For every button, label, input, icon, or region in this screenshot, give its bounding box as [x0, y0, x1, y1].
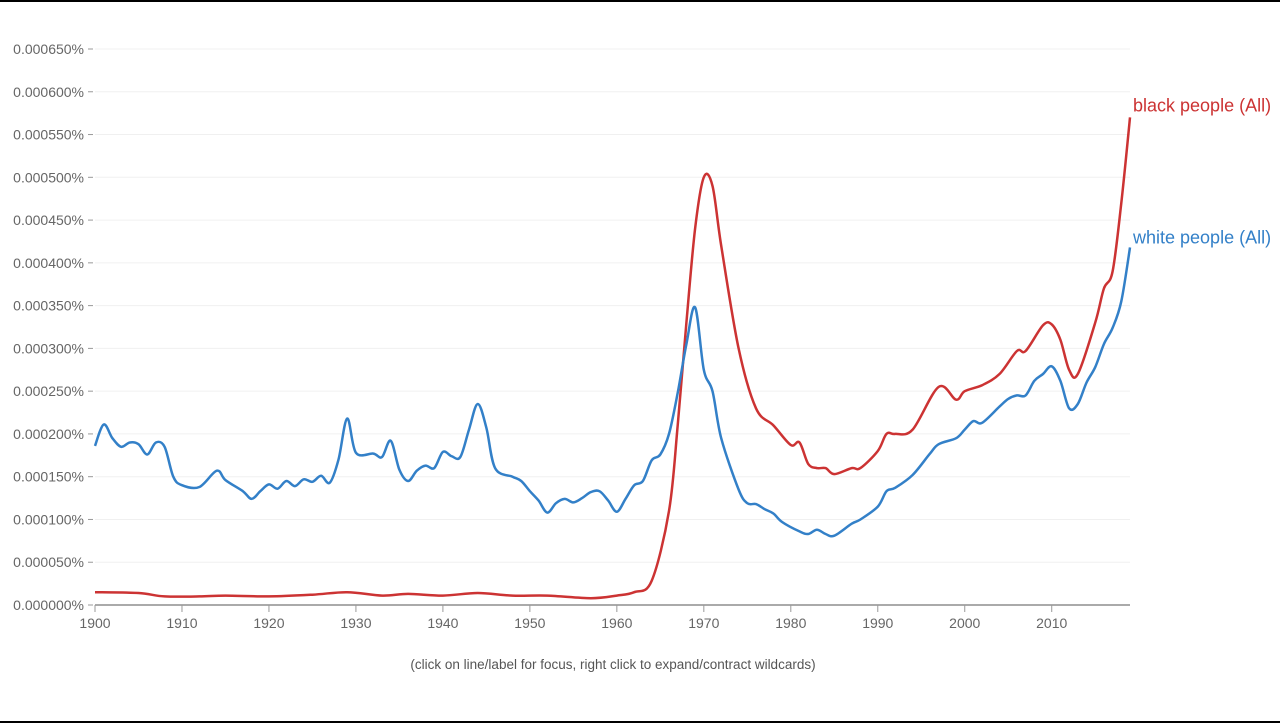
x-tick-label: 1920 — [253, 615, 284, 631]
series-label-black[interactable]: black people (All) — [1133, 95, 1271, 115]
series-labels[interactable]: black people (All) white people (All) — [1132, 95, 1271, 247]
y-tick-label: 0.000350% — [13, 298, 84, 314]
y-tick-label: 0.000300% — [13, 340, 84, 356]
series-label-white[interactable]: white people (All) — [1132, 227, 1271, 247]
y-tick-label: 0.000600% — [13, 84, 84, 100]
y-tick-label: 0.000550% — [13, 127, 84, 143]
x-tick-label: 2000 — [949, 615, 980, 631]
x-tick-label: 1990 — [862, 615, 893, 631]
y-tick-label: 0.000050% — [13, 554, 84, 570]
y-tick-label: 0.000100% — [13, 511, 84, 527]
series-line-black[interactable] — [94, 117, 1132, 600]
y-tick-label: 0.000500% — [13, 169, 84, 185]
y-tick-label: 0.000250% — [13, 383, 84, 399]
x-tick-label: 1960 — [601, 615, 632, 631]
grid-layer — [95, 48, 1130, 563]
x-tick-label: 1940 — [427, 615, 458, 631]
y-tick-label: 0.000200% — [13, 426, 84, 442]
y-tick-label: 0.000400% — [13, 255, 84, 271]
x-tick-label: 1910 — [166, 615, 197, 631]
y-tick-label: 0.000150% — [13, 469, 84, 485]
x-tick-label: 1930 — [340, 615, 371, 631]
x-tick-label: 1900 — [79, 615, 110, 631]
x-tick-label: 1950 — [514, 615, 545, 631]
series-layer[interactable] — [93, 117, 1132, 600]
y-tick-label: 0.000650% — [13, 41, 84, 57]
x-tick-label: 1970 — [688, 615, 719, 631]
chart-caption: (click on line/label for focus, right cl… — [410, 657, 816, 672]
series-line-white[interactable] — [93, 247, 1132, 538]
y-axis: 0.000000% 0.000050% 0.000100% 0.000150% 0.00… — [13, 41, 93, 613]
x-axis: 1900 1910 1920 1930 1940 1950 1960 1970 1980 1990… — [79, 604, 1130, 631]
y-tick-label: 0.000000% — [13, 597, 84, 613]
x-tick-label: 1980 — [775, 615, 806, 631]
y-tick-label: 0.000450% — [13, 212, 84, 228]
x-tick-label: 2010 — [1036, 615, 1067, 631]
